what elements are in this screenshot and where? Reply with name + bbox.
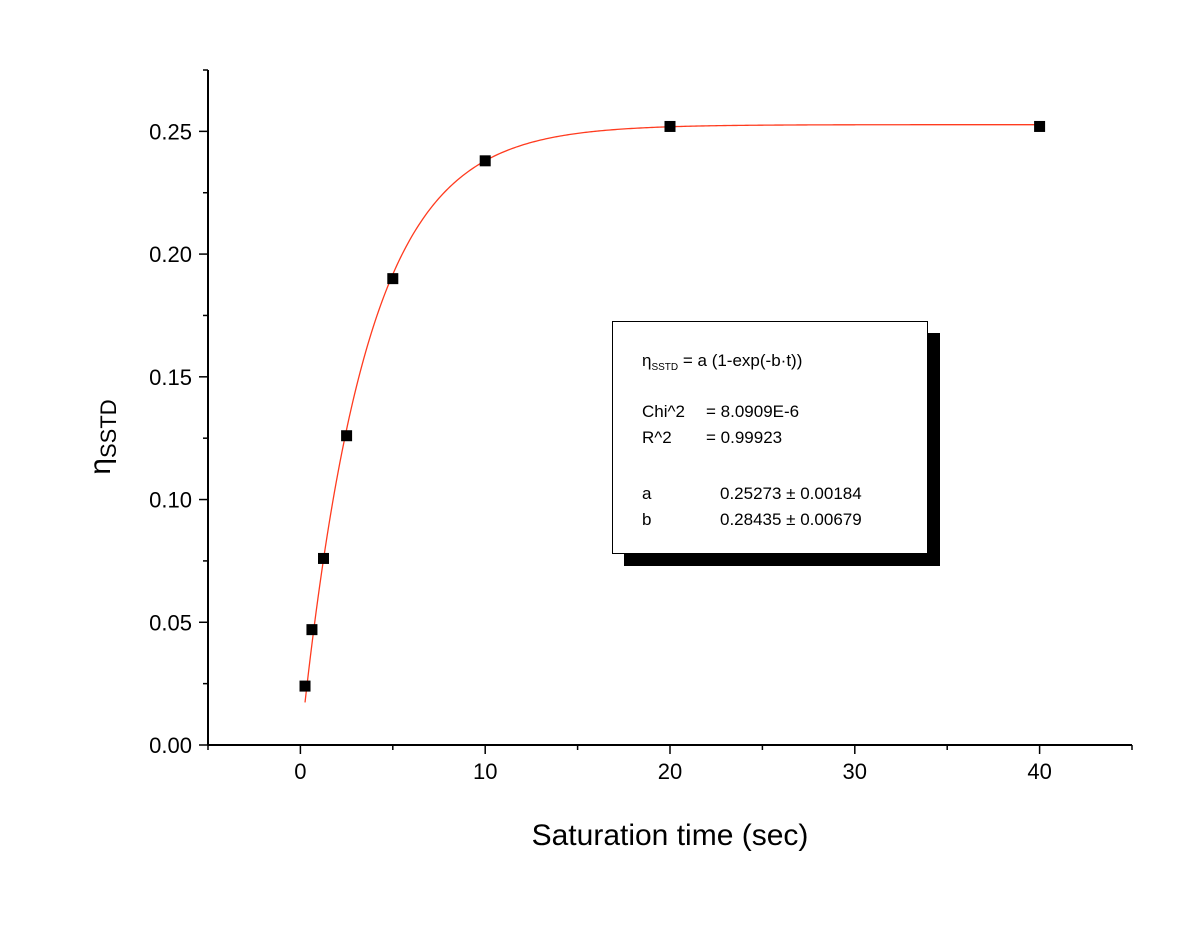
x-tick-label: 10 [473, 759, 497, 784]
tick-labels: 0 10 20 30 40 0.00 0.05 0.10 0.15 0.20 0.25 [149, 119, 1052, 784]
fit-equation-eta: η [642, 351, 652, 370]
r-label: R^2 [642, 428, 672, 447]
x-axis-title: Saturation time (sec) [532, 819, 809, 852]
data-markers [299, 120, 1046, 692]
data-point [479, 155, 491, 167]
y-tick-label: 0.15 [149, 365, 192, 390]
data-point [1034, 120, 1046, 132]
data-point [306, 624, 318, 636]
r-value: = 0.99923 [706, 428, 783, 447]
x-tick-label: 30 [843, 759, 867, 784]
chi-value: = 8.0909E-6 [706, 402, 800, 421]
fit-equation-rest: = a (1-exp(-b·t)) [678, 351, 803, 370]
y-tick-label: 0.10 [149, 488, 192, 513]
y-axis-title-sub: SSTD [96, 399, 121, 458]
fit-equation: ηSSTD = a (1-exp(-b·t)) [642, 351, 803, 373]
param-a-label: a [642, 484, 652, 503]
chi-label: Chi^2 [642, 402, 685, 421]
y-axis-title: ηSSTD [84, 399, 121, 474]
param-b-label: b [642, 510, 652, 529]
x-tick-label: 20 [658, 759, 682, 784]
param-a-value: 0.25273 ± 0.00184 [720, 484, 862, 503]
x-tick-label: 0 [294, 759, 306, 784]
y-tick-label: 0.05 [149, 610, 192, 635]
x-tick-label: 40 [1027, 759, 1051, 784]
data-point [299, 680, 311, 692]
data-point [387, 273, 399, 285]
ticks [199, 69, 1133, 754]
y-axis-title-main: η [84, 458, 117, 475]
data-point [341, 430, 353, 442]
y-tick-label: 0.00 [149, 733, 192, 758]
data-point [318, 552, 329, 564]
param-b-value: 0.28435 ± 0.00679 [720, 510, 862, 529]
svg-text:ηSSTD: ηSSTD [84, 399, 121, 474]
fit-result-box [612, 321, 928, 554]
data-point [664, 120, 676, 132]
fit-equation-sub: SSTD [651, 362, 679, 373]
y-tick-label: 0.25 [149, 119, 192, 144]
y-tick-label: 0.20 [149, 242, 192, 267]
